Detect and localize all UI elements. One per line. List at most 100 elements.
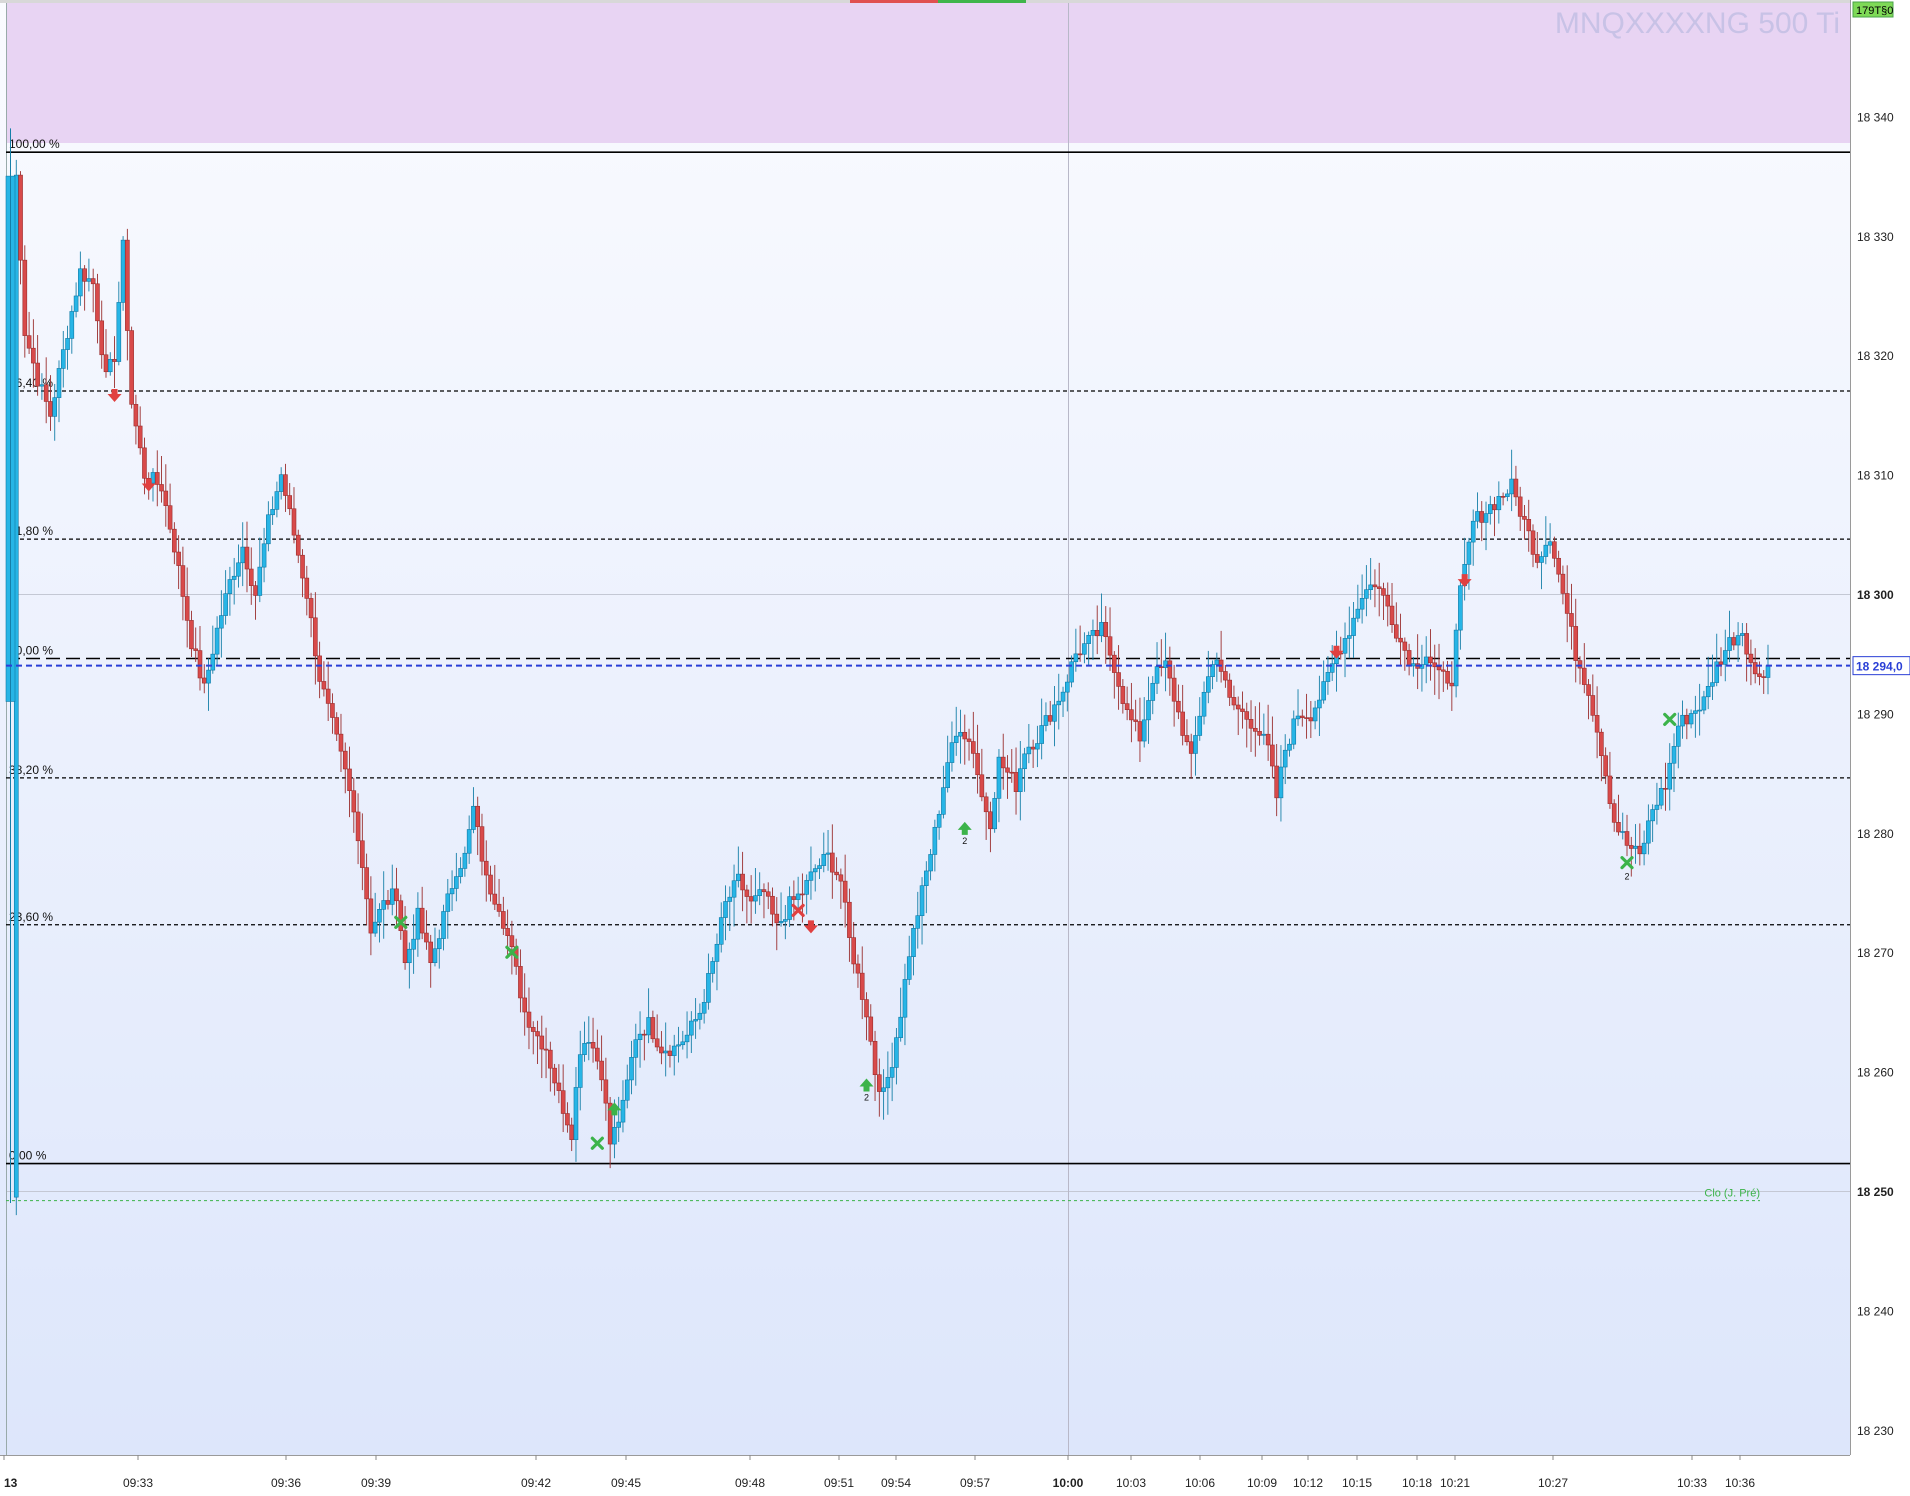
candle-up: [1671, 746, 1677, 764]
buy-arrow-icon: [859, 1078, 874, 1092]
candle-down: [834, 871, 839, 876]
candle-up: [795, 893, 801, 900]
candle-down: [1265, 733, 1271, 746]
price-tick-label: 18 300: [1857, 588, 1894, 602]
signal-markers: 2 2 2: [107, 389, 1677, 1150]
candle-up: [902, 979, 908, 1018]
time-tick-label: 10:00: [1053, 1476, 1084, 1490]
candle-up: [266, 514, 271, 545]
candle-down: [761, 889, 767, 893]
candle-up: [411, 938, 416, 950]
candle-down: [560, 1090, 566, 1114]
candle-up: [73, 295, 79, 312]
price-tick-label: 18 230: [1857, 1424, 1894, 1438]
candle-down: [35, 362, 40, 387]
time-tick-label: 10:03: [1116, 1476, 1146, 1490]
candle-down: [1376, 586, 1382, 589]
time-tick-label: 09:33: [123, 1476, 153, 1490]
candle-down: [99, 320, 105, 356]
candle-up: [1727, 637, 1732, 651]
top-strip-red: [850, 0, 938, 3]
candle-down: [868, 1016, 874, 1042]
buy-arrow-icon: [607, 1102, 622, 1116]
candle-up: [60, 349, 66, 369]
candle-up: [620, 1099, 626, 1123]
candle-down: [419, 907, 425, 934]
candle-down: [1603, 755, 1608, 777]
candle-up: [953, 735, 959, 743]
candle-down: [1607, 775, 1613, 804]
candle-down: [1517, 496, 1523, 517]
candle-down: [1112, 654, 1117, 673]
candle-up: [1509, 478, 1514, 495]
candle-down: [1240, 708, 1245, 712]
candle-down: [368, 898, 374, 934]
candle-down: [355, 811, 361, 842]
candle-up: [906, 956, 912, 980]
candle-down: [642, 1033, 647, 1036]
candle-down: [103, 354, 109, 373]
candle-down: [189, 620, 194, 650]
candle-up: [1043, 715, 1049, 726]
candle-down: [22, 259, 28, 336]
candle-down: [1308, 717, 1314, 722]
candle-up: [637, 1033, 643, 1040]
candle-up: [633, 1039, 639, 1058]
price-axis-labels: 18 340 18 330 18 320 18 310 18 300 18 290 18 2…: [1857, 110, 1894, 1437]
signal-count-label: 2: [962, 836, 967, 846]
candle-up: [757, 889, 762, 896]
candle-down: [1005, 767, 1010, 773]
candle-up: [1329, 663, 1335, 673]
candle-down: [847, 901, 852, 938]
price-axis[interactable]: [1850, 0, 1910, 1491]
candle-up: [949, 742, 955, 763]
candle-up: [219, 615, 224, 629]
candle-up: [270, 509, 275, 516]
candle-down: [791, 896, 797, 900]
candle-down: [748, 896, 754, 902]
candle-up: [1547, 541, 1553, 546]
candle-down: [163, 490, 169, 506]
candle-down: [287, 495, 293, 510]
time-tick-label: 10:27: [1538, 1476, 1568, 1490]
candle-down: [308, 598, 314, 619]
candle-down: [518, 966, 523, 999]
candle-down: [394, 888, 399, 902]
candle-down: [599, 1060, 604, 1081]
candle-up: [1090, 630, 1096, 636]
signal-count-label: 2: [864, 1093, 869, 1103]
price-tick-label: 18 280: [1857, 827, 1894, 841]
candle-down: [321, 681, 327, 690]
candle-up: [727, 896, 733, 902]
candle-up: [787, 896, 792, 920]
candle-up: [706, 973, 711, 1003]
candle-up: [69, 311, 75, 339]
time-tick-label: 10:06: [1185, 1476, 1215, 1490]
candle-down: [800, 893, 805, 896]
time-tick-label: 09:51: [824, 1476, 854, 1490]
candle-down: [1718, 661, 1724, 665]
candle-down: [1299, 715, 1305, 718]
candle-down: [548, 1049, 553, 1069]
time-tick-label: 10:12: [1293, 1476, 1323, 1490]
candle-up: [577, 1054, 583, 1088]
candle-up: [107, 359, 113, 373]
candle-down: [291, 508, 297, 536]
candle-up: [445, 893, 451, 912]
time-tick-label: 09:45: [611, 1476, 641, 1490]
time-axis[interactable]: [0, 1455, 1910, 1491]
candle-up: [646, 1017, 651, 1036]
candle-up: [389, 888, 395, 905]
candle-down: [1077, 653, 1083, 656]
candle-down: [496, 903, 502, 912]
candles[interactable]: [5, 128, 1771, 1216]
candle-up: [582, 1043, 587, 1055]
candle-down: [975, 753, 980, 776]
candle-down: [398, 900, 404, 931]
fib-level-label: 61,80 %: [9, 524, 53, 538]
candle-down: [1581, 667, 1587, 685]
candle-down: [1013, 772, 1019, 792]
buy-arrow-icon: [957, 821, 972, 835]
candle-up: [894, 1037, 899, 1068]
